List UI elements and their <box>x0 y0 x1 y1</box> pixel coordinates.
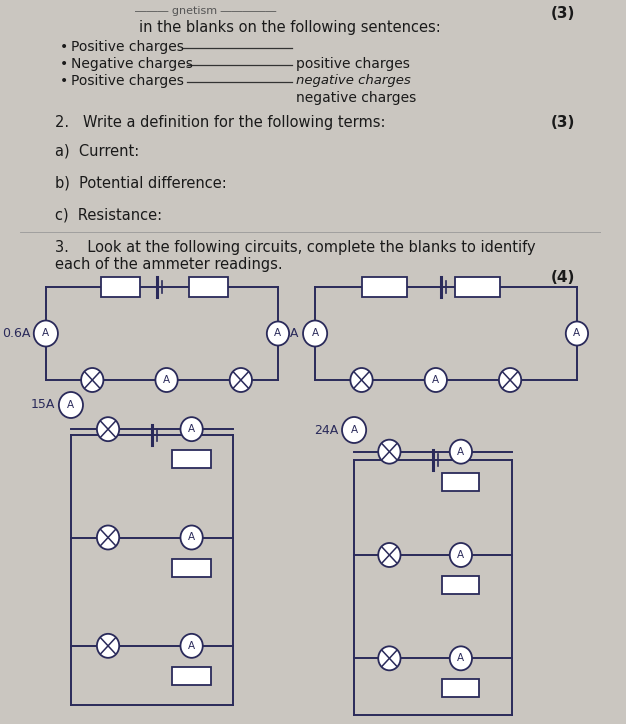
Circle shape <box>449 647 472 670</box>
Circle shape <box>449 439 472 463</box>
Text: 1.5A: 1.5A <box>271 327 299 340</box>
Circle shape <box>499 368 521 392</box>
Text: A: A <box>458 550 464 560</box>
Circle shape <box>378 647 401 670</box>
Bar <box>172 558 211 576</box>
Text: A: A <box>573 329 580 339</box>
Circle shape <box>424 368 447 392</box>
Circle shape <box>342 417 366 443</box>
Circle shape <box>449 543 472 567</box>
Bar <box>172 667 211 685</box>
Text: c)  Resistance:: c) Resistance: <box>55 207 162 222</box>
Text: 3.    Look at the following circuits, complete the blanks to identify: 3. Look at the following circuits, compl… <box>55 240 536 255</box>
Circle shape <box>351 368 372 392</box>
Text: Negative charges: Negative charges <box>71 57 193 71</box>
Text: negative charges: negative charges <box>295 74 411 87</box>
Circle shape <box>378 543 401 567</box>
Circle shape <box>97 634 119 658</box>
Text: A: A <box>188 424 195 434</box>
Circle shape <box>180 634 203 658</box>
Circle shape <box>566 321 588 345</box>
Text: A: A <box>458 447 464 457</box>
Text: Positive charges: Positive charges <box>71 74 184 88</box>
Circle shape <box>97 526 119 550</box>
Text: A: A <box>312 329 319 339</box>
Circle shape <box>97 417 119 441</box>
Bar <box>172 450 211 468</box>
Text: A: A <box>432 375 439 385</box>
Text: b)  Potential difference:: b) Potential difference: <box>55 175 227 190</box>
Text: •: • <box>59 40 68 54</box>
Text: Positive charges: Positive charges <box>71 40 184 54</box>
Text: 24A: 24A <box>314 424 338 437</box>
Text: (4): (4) <box>551 270 575 285</box>
Circle shape <box>303 321 327 347</box>
Circle shape <box>81 368 103 392</box>
Text: 0.6A: 0.6A <box>2 327 30 340</box>
Text: A: A <box>188 641 195 651</box>
Bar <box>455 277 500 297</box>
Text: 15A: 15A <box>31 398 55 411</box>
Text: A: A <box>68 400 74 410</box>
Circle shape <box>59 392 83 418</box>
Text: each of the ammeter readings.: each of the ammeter readings. <box>55 257 283 272</box>
Circle shape <box>180 526 203 550</box>
Text: a)  Current:: a) Current: <box>55 143 140 158</box>
Bar <box>443 679 480 697</box>
Circle shape <box>34 321 58 347</box>
Text: (3): (3) <box>551 115 575 130</box>
Bar <box>443 576 480 594</box>
Circle shape <box>180 417 203 441</box>
Text: negative charges: negative charges <box>295 91 416 105</box>
Text: ――― gnetism ―――――: ――― gnetism ――――― <box>135 6 276 16</box>
Text: positive charges: positive charges <box>295 57 409 71</box>
Text: A: A <box>188 532 195 542</box>
Text: (3): (3) <box>551 6 575 21</box>
Text: in the blanks on the following sentences:: in the blanks on the following sentences… <box>139 20 441 35</box>
Circle shape <box>378 439 401 463</box>
Bar <box>443 473 480 491</box>
Text: A: A <box>458 653 464 663</box>
Circle shape <box>155 368 178 392</box>
Circle shape <box>267 321 289 345</box>
Text: A: A <box>163 375 170 385</box>
Text: •: • <box>59 74 68 88</box>
Text: A: A <box>274 329 282 339</box>
Bar <box>101 277 140 297</box>
Text: A: A <box>351 425 357 435</box>
Text: A: A <box>43 329 49 339</box>
Bar <box>189 277 228 297</box>
Text: 2.   Write a definition for the following terms:: 2. Write a definition for the following … <box>55 115 386 130</box>
Text: •: • <box>59 57 68 71</box>
Bar <box>362 277 407 297</box>
Circle shape <box>230 368 252 392</box>
